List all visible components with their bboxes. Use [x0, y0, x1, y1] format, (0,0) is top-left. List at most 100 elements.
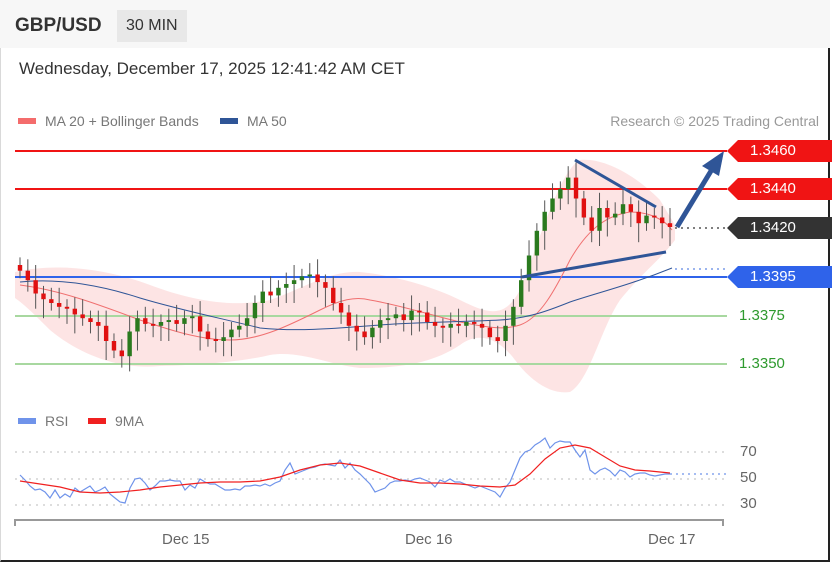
ascending-trendline [521, 250, 667, 279]
candle [174, 320, 179, 324]
candle [72, 308, 78, 315]
currency-pair-title: GBP/USD [15, 15, 102, 36]
candle [299, 276, 305, 281]
candle [252, 303, 258, 319]
candle [221, 337, 226, 341]
legend-9ma: 9MA [88, 413, 144, 429]
price-label-s1: 1.3375 [739, 307, 785, 324]
candle [534, 230, 540, 256]
x-tick-dec17: Dec 17 [648, 531, 696, 548]
candle [111, 341, 117, 351]
legend-rsi: RSI [18, 413, 68, 429]
candle [80, 314, 85, 319]
candle [213, 339, 218, 341]
candle [260, 291, 265, 303]
candle [291, 280, 297, 284]
candle [190, 316, 195, 319]
candle [354, 325, 359, 332]
candle [41, 293, 46, 300]
candle [182, 318, 187, 324]
candle [56, 303, 62, 307]
candle [49, 299, 54, 303]
candle [440, 325, 446, 328]
candle [597, 208, 602, 231]
candle [103, 325, 109, 341]
candle [573, 177, 579, 199]
candle [425, 312, 430, 322]
candle [268, 291, 273, 296]
candle [323, 282, 328, 288]
candle [612, 213, 618, 218]
price-label-current: 1.3420 [727, 217, 832, 239]
candle [409, 310, 414, 321]
candle [17, 265, 23, 271]
candle [487, 327, 493, 338]
candle [605, 208, 610, 218]
candle [511, 306, 516, 326]
timeframe-badge[interactable]: 30 MIN [117, 10, 187, 42]
legend-rsi-label: RSI [45, 413, 69, 429]
legend-bollinger: MA 20 + Bollinger Bands [18, 113, 199, 129]
price-label-r2: 1.3460 [727, 140, 832, 162]
candle [127, 331, 132, 357]
candle [205, 331, 211, 340]
candle [88, 318, 93, 322]
x-tick-dec16: Dec 16 [405, 531, 453, 548]
candle [479, 323, 485, 328]
candle [644, 215, 649, 224]
candle [464, 322, 469, 326]
candle [276, 287, 281, 296]
forecast-arrow-shaft [674, 164, 717, 229]
9ma-swatch-icon [88, 418, 106, 424]
candle [143, 318, 148, 324]
candle [550, 198, 555, 212]
candle [166, 320, 171, 322]
candle [370, 327, 375, 338]
candle [315, 274, 320, 283]
rsi-tick-70: 70 [740, 443, 757, 460]
legend-9ma-label: 9MA [115, 413, 144, 429]
candle [64, 306, 70, 309]
research-credit: Research © 2025 Trading Central [610, 113, 819, 129]
x-tick-dec15: Dec 15 [162, 531, 210, 548]
candle [362, 331, 367, 338]
candle [197, 316, 203, 332]
candle [307, 274, 312, 277]
candle [652, 215, 657, 218]
legend-ma50-label: MA 50 [247, 113, 287, 129]
candle [284, 284, 289, 288]
legend-bollinger-label: MA 20 + Bollinger Bands [45, 113, 199, 129]
candle [628, 204, 634, 212]
candle [401, 314, 406, 321]
candle [472, 322, 477, 324]
candle [667, 223, 673, 227]
candle [393, 314, 399, 319]
datetime-label: Wednesday, December 17, 2025 12:41:42 AM… [19, 59, 405, 78]
candle [237, 325, 242, 330]
rsi-9ma-line [19, 444, 671, 494]
rsi-tick-30: 30 [740, 495, 757, 512]
candle [519, 280, 524, 307]
rsi-tick-50: 50 [740, 469, 757, 486]
candle [346, 312, 352, 326]
candle [229, 329, 234, 338]
candle [96, 322, 101, 326]
candle [542, 211, 547, 231]
candle [620, 204, 626, 214]
candle [495, 337, 500, 341]
price-label-s2: 1.3350 [739, 355, 785, 372]
descending-trendline [574, 158, 657, 209]
rsi-line [19, 437, 670, 504]
candle [456, 323, 461, 326]
candle [25, 270, 31, 281]
rsi-swatch-icon [18, 418, 36, 424]
candle [589, 217, 594, 231]
candle [432, 322, 438, 326]
ma50-swatch-icon [220, 118, 238, 124]
candle [503, 325, 508, 341]
x-axis-line [14, 519, 724, 526]
legend-ma50: MA 50 [220, 113, 287, 129]
candle [417, 310, 422, 313]
candle [338, 303, 344, 313]
